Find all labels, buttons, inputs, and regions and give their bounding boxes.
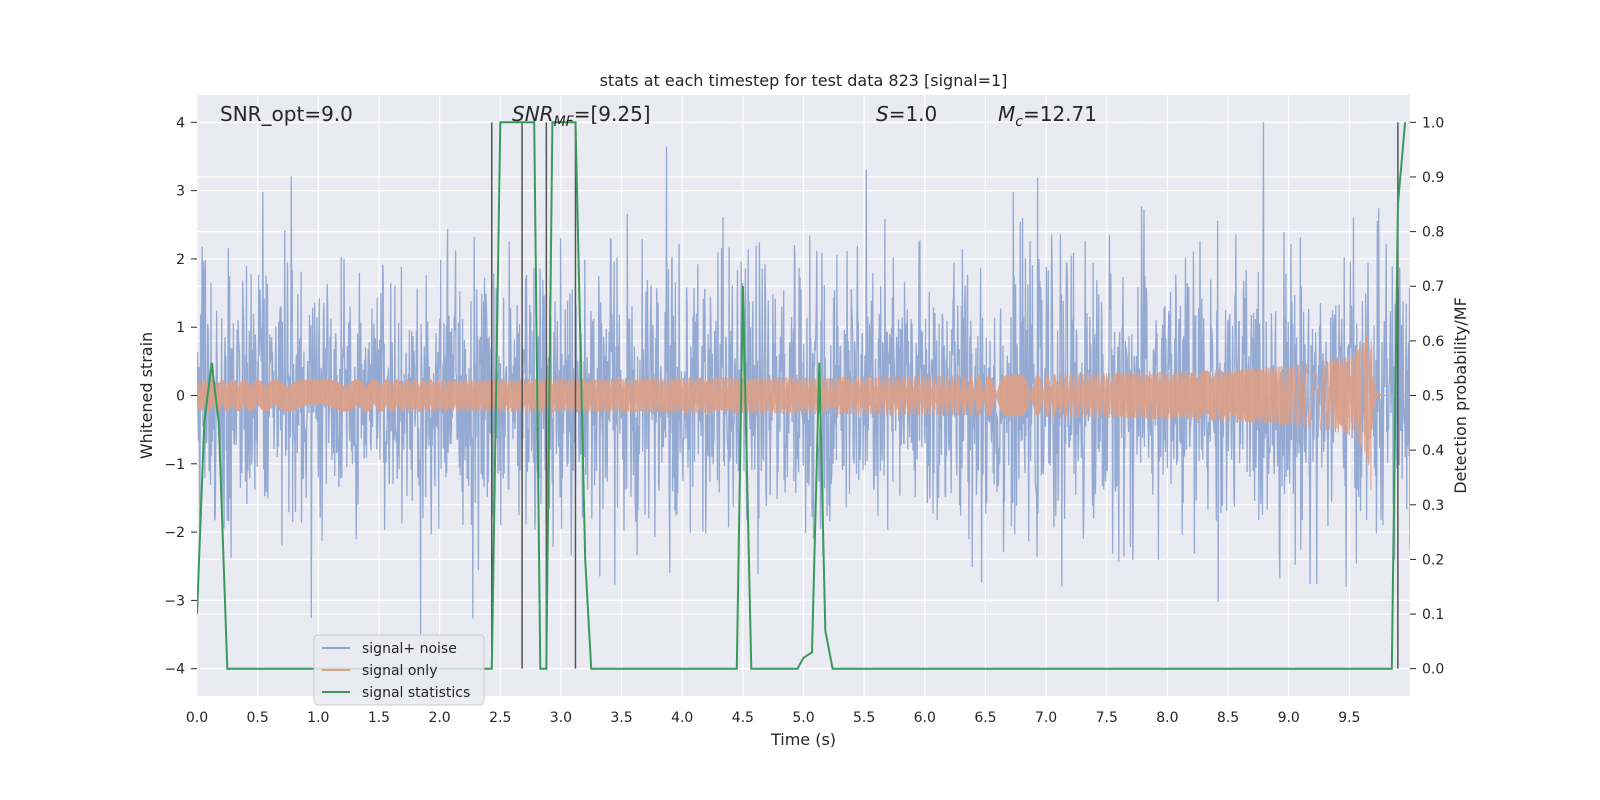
- legend-label: signal only: [362, 663, 437, 679]
- series-signal-only: [197, 334, 1410, 491]
- annotation-part: MF: [554, 114, 575, 130]
- annotation-part: S: [876, 102, 889, 126]
- y2-axis-label: Detection probability/MF: [1451, 297, 1470, 494]
- y-tick-label: 3: [176, 184, 185, 200]
- x-tick-label: 1.5: [368, 710, 390, 726]
- annotation-4: Mc=12.71: [998, 102, 1097, 130]
- legend-box: [313, 634, 485, 706]
- annotation-1: SNR_opt=9.0: [220, 102, 353, 126]
- x-tick-label: 2.0: [428, 710, 450, 726]
- x-tick-label: 8.5: [1217, 710, 1239, 726]
- x-tick-label: 9.5: [1338, 710, 1360, 726]
- y-tick-label: 0: [176, 389, 185, 405]
- y-axis-right: 0.0 0.1 0.2 0.3 0.4 0.5 0.6 0.7 0.8 0.9 1.0: [1410, 115, 1444, 678]
- y2-tick-label: 0.9: [1422, 170, 1444, 186]
- y-tick-label: 2: [176, 252, 185, 268]
- x-tick-label: 2.5: [489, 710, 511, 726]
- x-tick-label: 4.5: [732, 710, 754, 726]
- y-axis-left: −4 −3 −2 −1 0 1 2 3 4: [164, 115, 197, 678]
- y2-tick-label: 0.4: [1422, 443, 1444, 459]
- y-tick-label: −1: [164, 457, 185, 473]
- x-axis: 0.0 0.5 1.0 1.5 2.0 2.5 3.0 3.5 4.0 4.5 5.0 5.5 6.0 6…: [186, 710, 1361, 726]
- annotation-2: SNRMF=[9.25]: [512, 102, 651, 130]
- y-tick-label: −4: [164, 662, 185, 678]
- x-tick-label: 0.0: [186, 710, 208, 726]
- y-tick-label: 4: [176, 115, 185, 131]
- y2-tick-label: 0.7: [1422, 279, 1444, 295]
- legend-label: signal statistics: [362, 685, 470, 701]
- x-tick-label: 4.0: [671, 710, 693, 726]
- y-tick-label: 1: [176, 320, 185, 336]
- annotation-part: =1.0: [889, 102, 938, 126]
- y2-tick-label: 1.0: [1422, 115, 1444, 131]
- legend: signal+ noise signal only signal statistic…: [313, 634, 485, 706]
- y-tick-label: −3: [164, 593, 185, 609]
- y2-tick-label: 0.3: [1422, 498, 1444, 514]
- x-tick-label: 1.0: [307, 710, 329, 726]
- annotation-part: =12.71: [1023, 102, 1097, 126]
- data-layer: [197, 121, 1410, 670]
- y2-tick-label: 0.1: [1422, 607, 1444, 623]
- x-tick-label: 3.0: [550, 710, 572, 726]
- y2-tick-label: 0.6: [1422, 334, 1444, 350]
- x-axis-label: Time (s): [770, 730, 836, 749]
- y2-tick-label: 0.8: [1422, 225, 1444, 241]
- x-tick-label: 7.0: [1035, 710, 1057, 726]
- annotation-part: M: [998, 102, 1015, 126]
- x-tick-label: 7.5: [1096, 710, 1118, 726]
- annotations: SNR_opt=9.0 SNRMF=[9.25] S=1.0 Mc=12.71: [220, 102, 1097, 130]
- x-tick-label: 0.5: [247, 710, 269, 726]
- y2-tick-label: 0.5: [1422, 389, 1444, 405]
- annotation-3: S=1.0: [876, 102, 937, 126]
- x-tick-label: 8.0: [1156, 710, 1178, 726]
- chart-title: stats at each timestep for test data 823…: [600, 71, 1008, 90]
- x-tick-label: 6.5: [974, 710, 996, 726]
- y2-tick-label: 0.2: [1422, 552, 1444, 568]
- y-tick-label: −2: [164, 525, 185, 541]
- x-tick-label: 3.5: [610, 710, 632, 726]
- annotation-part: c: [1015, 114, 1023, 130]
- annotation-part: =[9.25]: [574, 102, 651, 126]
- y-axis-label: Whitened strain: [137, 332, 156, 459]
- legend-label: signal+ noise: [362, 641, 457, 657]
- x-tick-label: 6.0: [914, 710, 936, 726]
- annotation-part: SNR: [512, 102, 554, 126]
- x-tick-label: 9.0: [1278, 710, 1300, 726]
- x-tick-label: 5.5: [853, 710, 875, 726]
- x-tick-label: 5.0: [792, 710, 814, 726]
- y2-tick-label: 0.0: [1422, 662, 1444, 678]
